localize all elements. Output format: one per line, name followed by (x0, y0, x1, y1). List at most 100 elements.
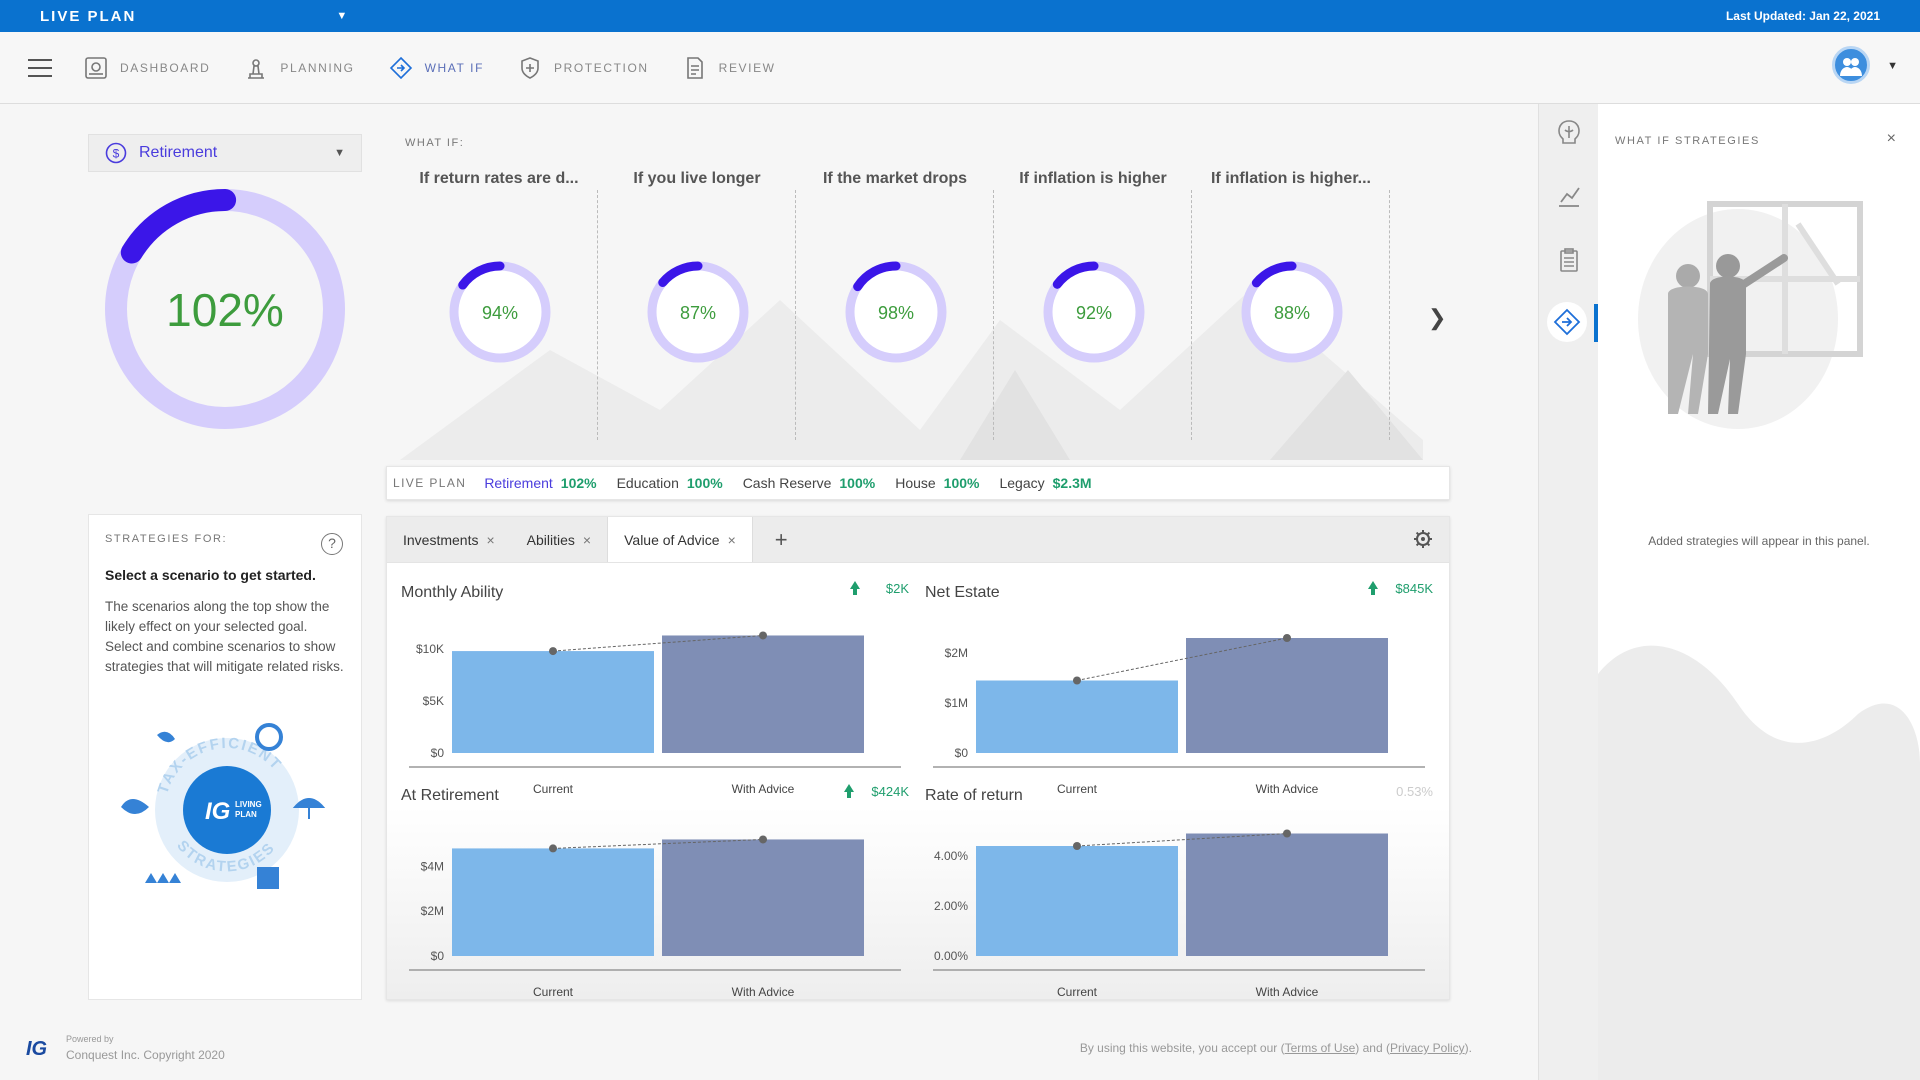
trend-line (1076, 637, 1288, 681)
tab-label: Abilities (526, 531, 575, 548)
user-avatar[interactable] (1832, 46, 1870, 84)
nav-planning[interactable]: PLANNING (244, 56, 354, 80)
trend-line (552, 634, 764, 652)
nav-what-if[interactable]: WHAT IF (389, 56, 484, 80)
scenario-value: 94% (482, 303, 518, 323)
close-icon[interactable]: × (727, 531, 736, 548)
app-switcher[interactable]: LIVE PLAN ▼ (40, 8, 349, 25)
scenario-carousel: If return rates are d... 94% If you live… (400, 150, 1423, 462)
shield-icon (521, 56, 539, 79)
y-tick-label: $0 (431, 746, 445, 760)
bar-chart: Rate of return 0.53% 4.00% 2.00% 0.00% Curren… (925, 784, 1433, 999)
nav-protection[interactable]: PROTECTION (518, 56, 649, 80)
tab-label: Value of Advice (624, 531, 720, 548)
live-plan-value: 100% (839, 475, 876, 491)
bar-with-advice (1186, 833, 1388, 956)
clipboard-icon[interactable] (1555, 246, 1583, 274)
what-if-icon (389, 56, 412, 79)
chevron-right-icon[interactable]: ❯ (1428, 305, 1447, 330)
tab-value-of-advice[interactable]: Value of Advice × (607, 517, 753, 562)
brain-icon[interactable] (1555, 118, 1583, 146)
divider (1191, 190, 1192, 440)
y-tick-label: 4.00% (934, 849, 968, 863)
help-icon[interactable]: ? (321, 533, 343, 555)
close-icon[interactable]: × (486, 531, 495, 548)
chevron-down-icon[interactable]: ▼ (336, 10, 350, 22)
scenario-card[interactable]: If inflation is higher 92% (994, 150, 1192, 440)
dollar-icon: $ (105, 142, 127, 164)
arrow-up-icon (844, 784, 854, 798)
menu-icon[interactable] (28, 58, 52, 77)
panel-title: WHAT IF STRATEGIES (1615, 135, 1760, 147)
goal-selector-value: Retirement (139, 144, 218, 161)
x-tick-label: With Advice (1256, 985, 1319, 999)
chart-delta: 0.53% (1396, 784, 1433, 799)
scenario-ring: 98% (845, 261, 947, 363)
scenario-card[interactable]: If you live longer 87% (598, 150, 796, 440)
chart-delta: $424K (871, 784, 909, 799)
x-tick-label: With Advice (732, 985, 795, 999)
terms-text: By using this website, you accept our ( (1079, 1041, 1285, 1055)
nav-dashboard[interactable]: DASHBOARD (84, 56, 210, 80)
ring-arc (658, 261, 703, 288)
y-tick-label: $5K (423, 694, 444, 708)
arrow-up-icon (850, 581, 860, 595)
privacy-policy-link[interactable]: Privacy Policy (1389, 1041, 1465, 1055)
live-plan-goal-education[interactable]: Education (616, 475, 679, 491)
refresh-icon (255, 723, 283, 751)
close-icon[interactable]: × (582, 531, 592, 548)
y-tick-label: $2M (945, 646, 968, 660)
goal-selector[interactable]: $ Retirement ▼ (88, 134, 362, 172)
tab-label: Investments (403, 531, 479, 548)
strategies-prompt: Select a scenario to get started. (105, 567, 316, 583)
y-tick-label: 2.00% (934, 899, 968, 913)
bar-chart: Net Estate $845K $2M $1M $0 Current With Advic… (925, 581, 1433, 796)
scenario-value: 92% (1076, 303, 1112, 323)
live-plan-goal-house[interactable]: House (895, 475, 936, 491)
goal-score-value: 102% (166, 284, 284, 336)
add-tab-button[interactable]: + (774, 526, 788, 552)
terms-of-use-link[interactable]: Terms of Use (1284, 1041, 1356, 1055)
gear-icon[interactable] (1413, 529, 1433, 549)
data-point (1073, 842, 1081, 850)
chart-icon[interactable] (1555, 182, 1583, 210)
live-plan-goal-retirement[interactable]: Retirement (484, 475, 553, 491)
live-plan-value: $2.3M (1052, 475, 1092, 491)
scenario-card[interactable]: If the market drops 98% (796, 150, 994, 440)
scenario-card[interactable]: If inflation is higher... 88% (1192, 150, 1390, 440)
tab-investments[interactable]: Investments × (387, 517, 511, 562)
empty-panel-message: Added strategies will appear in this pan… (1648, 534, 1870, 548)
x-tick-label: Current (1057, 985, 1098, 999)
y-tick-label: $2M (421, 904, 444, 918)
nav-label: PROTECTION (554, 60, 649, 75)
bar-current (976, 680, 1178, 753)
top-bar: LIVE PLAN ▼ Last Updated: Jan 22, 2021 (0, 0, 1920, 32)
y-tick-label: $0 (955, 746, 969, 760)
money-bag-icon (121, 799, 149, 814)
nav-bar: DASHBOARD PLANNING WHAT IF PROTECTION RE… (0, 32, 1920, 104)
nav-review[interactable]: REVIEW (683, 56, 776, 80)
y-tick-label: $4M (421, 859, 444, 873)
scenario-card[interactable]: If return rates are d... 94% (400, 150, 598, 440)
close-icon[interactable]: × (1886, 130, 1896, 147)
scenario-title: If you live longer (633, 170, 761, 187)
tab-abilities[interactable]: Abilities × (511, 517, 607, 562)
last-updated: Last Updated: Jan 22, 2021 (1725, 9, 1880, 23)
chevron-down-icon[interactable]: ▼ (1887, 60, 1898, 72)
scenario-title: If inflation is higher... (1210, 170, 1371, 187)
data-point (759, 835, 767, 844)
terms-text: ) and ( (1355, 1041, 1390, 1055)
scenario-value: 98% (878, 303, 914, 323)
chart-title: Net Estate (925, 584, 1000, 601)
live-plan-goal-cash-reserve[interactable]: Cash Reserve (742, 475, 832, 491)
hand-icon (157, 731, 175, 743)
right-icon-rail (1538, 104, 1598, 1080)
what-if-strategies-button[interactable] (1547, 302, 1587, 342)
bar-with-advice (662, 635, 864, 753)
decorative-wave (1598, 645, 1920, 1080)
live-plan-goal-legacy[interactable]: Legacy (999, 475, 1045, 491)
bar-chart: At Retirement $424K $4M $2M $0 Current With Ad… (401, 784, 909, 999)
live-plan-label: LIVE PLAN (393, 476, 467, 490)
divider (795, 190, 796, 440)
y-tick-label: 0.00% (934, 949, 968, 963)
